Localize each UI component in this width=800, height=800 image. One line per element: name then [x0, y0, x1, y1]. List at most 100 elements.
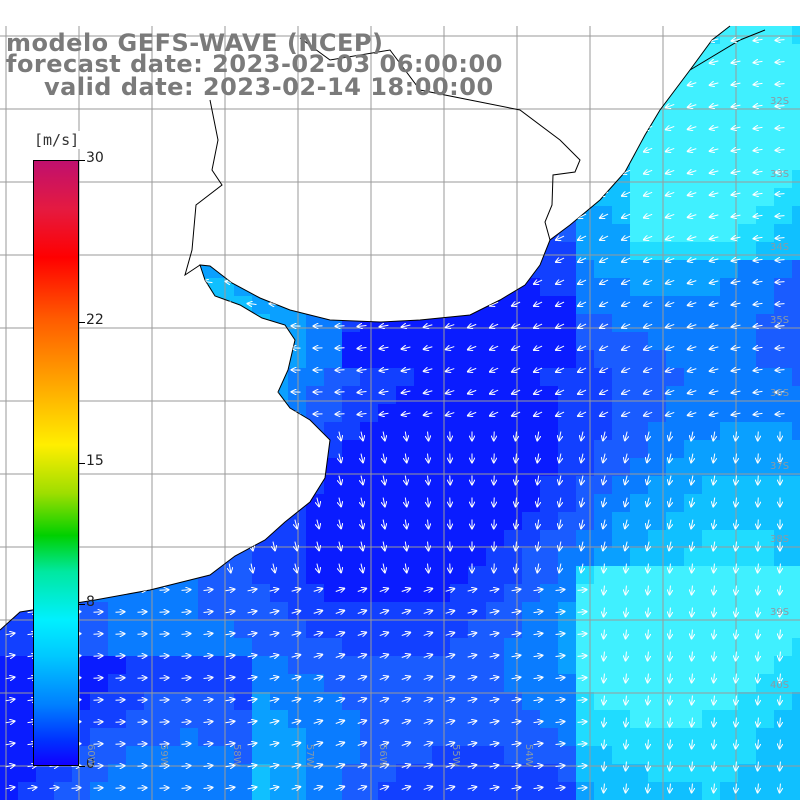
wind-speed-cell — [144, 566, 163, 585]
longitude-label: 56W — [377, 744, 388, 767]
wind-speed-cell — [558, 260, 577, 279]
wind-speed-cell — [594, 98, 613, 117]
wind-arrow — [295, 475, 297, 485]
wind-speed-cell — [360, 170, 379, 189]
wind-speed-cell — [252, 638, 271, 657]
wind-arrow — [248, 172, 257, 173]
wind-speed-cell — [648, 494, 667, 513]
wind-speed-cell — [558, 62, 577, 81]
wind-speed-cell — [558, 188, 577, 207]
wind-arrow — [248, 238, 257, 239]
wind-speed-cell — [774, 224, 793, 243]
wind-speed-cell — [504, 368, 523, 387]
wind-arrow — [648, 717, 649, 727]
wind-speed-cell — [180, 116, 199, 135]
wind-speed-cell — [720, 692, 739, 711]
longitude-label: 54W — [523, 744, 534, 767]
wind-arrow — [577, 678, 587, 679]
wind-speed-cell — [306, 530, 325, 549]
wind-speed-cell — [324, 764, 343, 783]
wind-arrow — [512, 390, 521, 394]
wind-arrow — [534, 170, 543, 174]
wind-arrow — [336, 304, 345, 305]
wind-speed-cell — [702, 332, 721, 351]
wind-speed-cell — [702, 440, 721, 459]
wind-arrow — [291, 787, 301, 789]
wind-arrow — [379, 588, 388, 591]
wind-arrow — [94, 304, 103, 305]
wind-arrow — [358, 281, 367, 282]
wind-arrow — [604, 585, 605, 595]
wind-speed-cell — [198, 368, 217, 387]
wind-speed-cell — [198, 350, 217, 369]
wind-arrow — [116, 172, 125, 173]
wind-arrow — [713, 453, 714, 463]
wind-speed-cell — [576, 548, 595, 567]
wind-arrow — [405, 519, 406, 529]
wind-arrow — [534, 60, 543, 64]
wind-arrow — [207, 519, 208, 529]
wind-speed-cell — [126, 584, 145, 603]
wind-arrow — [5, 765, 15, 767]
wind-speed-cell — [162, 440, 181, 459]
wind-speed-cell — [360, 782, 379, 800]
wind-speed-cell — [414, 350, 433, 369]
wind-arrow — [424, 105, 433, 107]
wind-arrow — [556, 214, 565, 218]
wind-speed-cell — [468, 530, 487, 549]
wind-arrow — [732, 391, 741, 393]
wind-arrow — [93, 766, 103, 767]
wind-speed-cell — [648, 656, 667, 675]
wind-speed-cell — [756, 566, 775, 585]
wind-speed-cell — [486, 116, 505, 135]
wind-speed-cell — [540, 764, 559, 783]
wind-speed-cell — [234, 260, 253, 279]
wind-speed-cell — [432, 782, 451, 800]
wind-arrow — [248, 216, 257, 217]
wind-arrow — [644, 390, 653, 393]
wind-arrow — [204, 237, 213, 238]
wind-arrow — [754, 325, 763, 326]
wind-arrow — [424, 171, 433, 173]
wind-arrow — [6, 171, 15, 172]
wind-speed-cell — [522, 152, 541, 171]
wind-speed-cell — [648, 746, 667, 765]
wind-speed-cell — [666, 332, 685, 351]
wind-speed-cell — [504, 440, 523, 459]
wind-speed-cell — [234, 584, 253, 603]
wind-speed-cell — [90, 170, 109, 189]
wind-speed-cell — [432, 422, 451, 441]
wind-speed-cell — [252, 422, 271, 441]
wind-speed-cell — [594, 134, 613, 153]
wind-speed-cell — [288, 512, 307, 531]
wind-arrow — [666, 368, 675, 371]
wind-speed-cell — [126, 548, 145, 567]
wind-speed-cell — [648, 530, 667, 549]
wind-arrow — [736, 673, 737, 683]
wind-speed-cell — [108, 656, 127, 675]
wind-arrow — [516, 475, 517, 485]
wind-speed-cell — [432, 386, 451, 405]
wind-arrow — [182, 127, 191, 128]
wind-arrow — [489, 743, 499, 745]
wind-arrow — [648, 695, 649, 705]
wind-arrow — [401, 632, 410, 635]
wind-speed-cell — [720, 530, 739, 549]
wind-arrow — [379, 698, 388, 701]
wind-arrow — [512, 148, 521, 152]
wind-speed-cell — [684, 782, 703, 800]
wind-speed-cell — [342, 116, 361, 135]
wind-speed-cell — [198, 764, 217, 783]
wind-arrow — [358, 215, 367, 216]
wind-arrow — [226, 149, 235, 150]
wind-speed-cell — [270, 548, 289, 567]
wind-arrow — [666, 346, 675, 349]
wind-speed-cell — [234, 602, 253, 621]
wind-speed-cell — [486, 242, 505, 261]
wind-speed-cell — [774, 62, 793, 81]
wind-speed-cell — [252, 134, 271, 153]
wind-speed-cell — [0, 602, 19, 621]
wind-speed-cell — [522, 26, 541, 45]
wind-arrow — [445, 677, 455, 680]
wind-speed-cell — [342, 602, 361, 621]
